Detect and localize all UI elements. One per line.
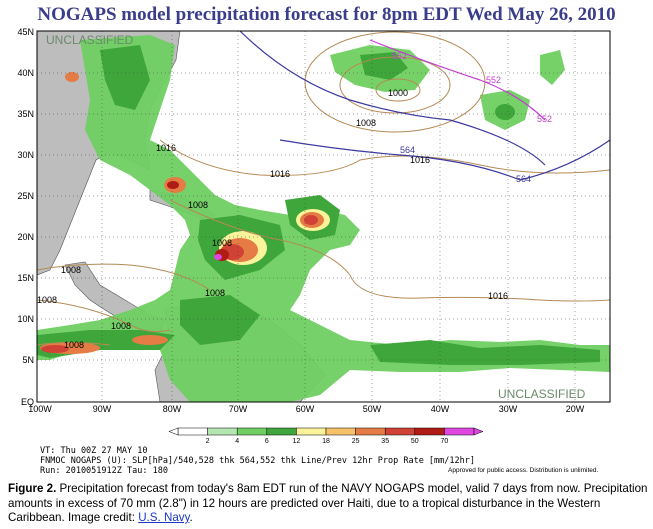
lat-label: EQ	[21, 397, 34, 407]
lon-label: 40W	[431, 404, 450, 414]
caption-label: Figure 2.	[8, 482, 57, 495]
lon-label: 100W	[28, 404, 52, 414]
lat-label: 5N	[22, 355, 34, 365]
pressure-label: 1008	[61, 265, 81, 275]
pressure-label: 1008	[64, 340, 84, 350]
thickness-label: 552	[486, 75, 501, 85]
pressure-label: 1008	[205, 288, 225, 298]
lat-label: 45N	[17, 27, 34, 37]
pressure-label: 1016	[410, 155, 430, 165]
longitude-labels: 100W 90W 80W 70W 60W 50W 40W 30W 20W	[28, 404, 585, 414]
thickness-label: 552	[392, 51, 407, 61]
legend-swatch	[296, 427, 327, 436]
lat-label: 20N	[17, 232, 34, 242]
lat-label: 25N	[17, 191, 34, 201]
pressure-label: 1000	[388, 88, 408, 98]
pressure-label: 1008	[356, 118, 376, 128]
legend-swatch	[207, 427, 238, 436]
lat-label: 10N	[17, 314, 34, 324]
precip-cores	[40, 72, 515, 354]
figure-caption: Figure 2. Precipitation forecast from to…	[8, 482, 648, 526]
legend-swatch	[444, 427, 475, 436]
lon-label: 50W	[363, 404, 382, 414]
pressure-label: 1016	[488, 291, 508, 301]
legend-value: 70	[441, 438, 449, 445]
lat-label: 35N	[17, 109, 34, 119]
lon-label: 80W	[163, 404, 182, 414]
thickness-label: 552	[537, 114, 552, 124]
map-content: 1016 1008 1000 1008 1016 1008 1016 1008 …	[37, 31, 610, 402]
map-border	[36, 30, 611, 403]
precip-legend-labels: 2 4 6 12 18 25 35 50 70	[206, 438, 449, 445]
legend-arrow	[168, 427, 179, 436]
pressure-label: 1008	[212, 238, 232, 248]
legend-swatch	[177, 427, 208, 436]
pressure-label: 1016	[156, 143, 176, 153]
legend-value: 18	[322, 438, 330, 445]
lon-label: 60W	[296, 404, 315, 414]
legend-value: 2	[206, 438, 210, 445]
legend-arrow	[473, 427, 484, 436]
lon-label: 90W	[93, 404, 112, 414]
image-credit-link[interactable]: U.S. Navy	[138, 511, 190, 525]
lat-label: 30N	[17, 150, 34, 160]
thickness-labels: 552 552 552 564 564	[392, 51, 552, 184]
legend-value: 35	[381, 438, 389, 445]
legend-swatch	[414, 427, 445, 436]
legend-value: 50	[411, 438, 419, 445]
caption-text: Precipitation forecast from today's 8am …	[8, 482, 648, 525]
lat-label: 40N	[17, 68, 34, 78]
classification-top: UNCLASSIFIED	[46, 33, 134, 47]
legend-swatch	[384, 427, 416, 436]
lon-label: 20W	[566, 404, 585, 414]
pressure-label: 1008	[188, 200, 208, 210]
legend-swatch	[325, 427, 356, 436]
pressure-label: 1008	[37, 295, 57, 305]
run-info: Run: 2010051912Z Tau: 180	[40, 466, 168, 476]
valid-time: VT: Thu 00Z 27 MAY 10	[40, 446, 148, 456]
legend-swatch	[236, 427, 268, 436]
thickness-lines	[239, 31, 610, 181]
page-title: NOGAPS model precipitation forecast for …	[37, 4, 616, 25]
classification-bottom: UNCLASSIFIED	[498, 387, 586, 401]
legend-value: 4	[235, 438, 239, 445]
pressure-label: 1016	[270, 169, 290, 179]
thickness-label: 564	[400, 145, 415, 155]
precip-legend	[168, 427, 484, 436]
product-description: FNMOC NOGAPS (U): SLP[hPa]/540,528 thk 5…	[40, 456, 475, 466]
legend-swatch	[355, 427, 386, 436]
legend-value: 6	[265, 438, 269, 445]
caption-end: .	[189, 511, 193, 525]
lon-label: 70W	[229, 404, 248, 414]
latitude-labels: 45N 40N 35N 30N 25N 20N 15N 10N 5N EQ	[17, 27, 34, 407]
approval-notice: Approved for public access. Distribution…	[448, 467, 599, 474]
thickness-label: 564	[516, 174, 531, 184]
isobar-labels: 1016 1008 1000 1008 1016 1008 1016 1008 …	[37, 88, 508, 350]
lon-label: 30W	[499, 404, 518, 414]
pressure-label: 1008	[111, 321, 131, 331]
legend-swatch	[266, 427, 297, 436]
lat-label: 15N	[17, 273, 34, 283]
legend-value: 25	[352, 438, 360, 445]
legend-value: 12	[293, 438, 301, 445]
